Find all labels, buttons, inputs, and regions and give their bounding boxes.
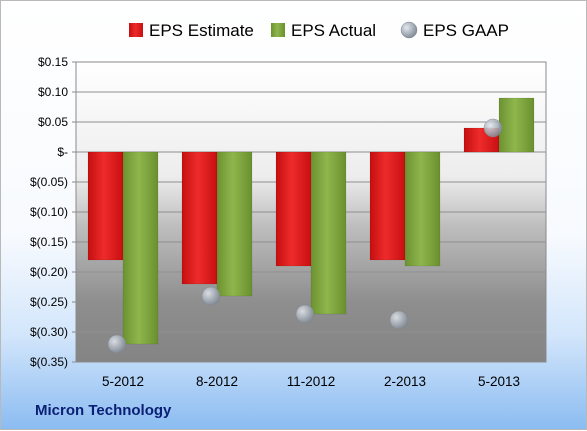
marker-eps-gaap [389, 310, 409, 330]
company-name: Micron Technology [35, 402, 172, 419]
x-tick-label: 11-2012 [287, 374, 336, 389]
marker-series [107, 118, 503, 354]
marker-eps-gaap [201, 286, 221, 306]
marker-eps-gaap [483, 118, 503, 138]
bar-eps-actual [122, 151, 159, 345]
bar-eps-estimate [181, 151, 218, 285]
y-tick-label: $(0.30) [30, 325, 68, 339]
marker-eps-gaap [295, 304, 315, 324]
legend-marker [400, 21, 418, 39]
bar-eps-actual [216, 151, 253, 297]
y-tick-label: $0.05 [38, 115, 68, 129]
x-tick-label: 5-2012 [102, 374, 144, 389]
y-tick-label: $(0.05) [30, 175, 68, 189]
bar-eps-estimate [275, 151, 312, 267]
x-tick-label: 5-2013 [478, 374, 520, 389]
x-tick-label: 2-2013 [384, 374, 426, 389]
legend-label: EPS GAAP [423, 21, 509, 40]
y-tick-label: $(0.20) [30, 265, 68, 279]
legend-swatch [129, 23, 143, 37]
x-tick-label: 8-2012 [196, 374, 238, 389]
y-tick-label: $0.15 [38, 55, 68, 69]
bar-series [87, 97, 535, 345]
y-tick-label: $- [57, 145, 68, 159]
bar-eps-actual [404, 151, 441, 267]
legend: EPS Estimate EPS Actual EPS GAAP [129, 21, 509, 40]
bar-eps-estimate [369, 151, 406, 261]
y-axis-ticks: $0.15 $0.10 $0.05 $- $(0.05) $(0.10) $(0.15) $(… [30, 55, 76, 369]
y-tick-label: $(0.15) [30, 235, 68, 249]
y-tick-label: $(0.10) [30, 205, 68, 219]
legend-label: EPS Estimate [149, 21, 254, 40]
marker-eps-gaap [107, 334, 127, 354]
legend-label: EPS Actual [291, 21, 376, 40]
bar-eps-estimate [87, 151, 124, 261]
legend-swatch [271, 23, 285, 37]
y-tick-label: $0.10 [38, 85, 68, 99]
bar-eps-actual [498, 97, 535, 153]
y-tick-label: $(0.25) [30, 295, 68, 309]
x-axis-ticks: 5-2012 8-2012 11-2012 2-2013 5-2013 [102, 374, 520, 389]
y-tick-label: $(0.35) [30, 355, 68, 369]
bar-eps-actual [310, 151, 347, 315]
